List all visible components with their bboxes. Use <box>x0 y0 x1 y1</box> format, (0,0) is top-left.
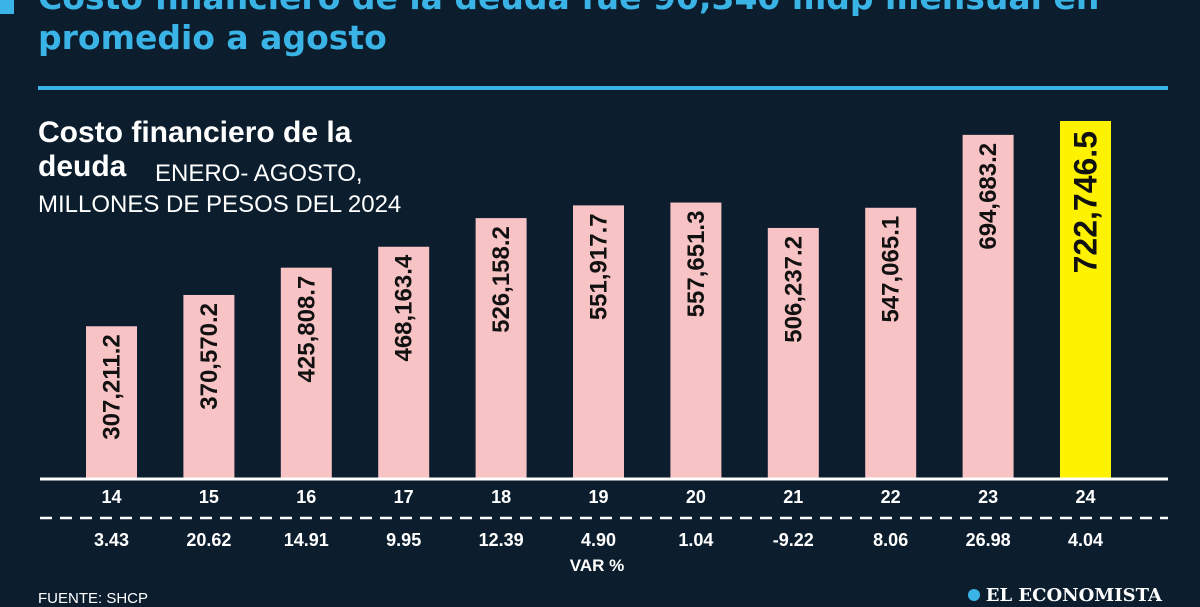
var-pct-axis-label: VAR % <box>570 556 624 575</box>
header-divider <box>38 86 1168 90</box>
bar-value-label: 694,683.2 <box>975 143 1002 250</box>
var-pct-label: 4.90 <box>581 530 616 550</box>
chart-title: Costo financiero de la deuda <box>38 116 351 184</box>
source-note: FUENTE: SHCP <box>38 590 149 607</box>
x-tick-label: 14 <box>101 487 121 507</box>
chart-title-line1: Costo financiero de la <box>38 116 352 149</box>
var-pct-label: -9.22 <box>773 530 814 550</box>
x-tick-label: 15 <box>199 487 219 507</box>
x-tick-label: 21 <box>783 487 803 507</box>
bar <box>962 134 1014 478</box>
x-tick-label: 22 <box>881 487 901 507</box>
bar <box>378 246 430 478</box>
x-tick-label: 23 <box>978 487 998 507</box>
var-pct-label: 26.98 <box>966 530 1011 550</box>
bar <box>670 202 722 478</box>
bar <box>183 294 235 478</box>
bar-value-label: 526,158.2 <box>488 226 515 333</box>
brand-logo: EL ECONOMISTA <box>967 585 1162 606</box>
bar <box>767 227 819 478</box>
bar-value-label: 370,570.2 <box>196 303 223 410</box>
bar-value-label: 506,237.2 <box>780 236 807 343</box>
bar-value-label: 557,651.3 <box>683 211 710 318</box>
bar-value-label: 722,746.5 <box>1068 131 1104 273</box>
bar <box>280 267 332 478</box>
x-tick-label: 20 <box>686 487 706 507</box>
var-pct-label: 4.04 <box>1068 530 1103 550</box>
x-tick-label: 16 <box>296 487 316 507</box>
logo-dot-icon <box>967 589 980 601</box>
chart-title-line2-bold: deuda <box>38 150 127 183</box>
x-tick-label: 19 <box>588 487 608 507</box>
chart-subtitle-line1: ENERO- AGOSTO, <box>155 160 363 187</box>
bar <box>475 218 527 478</box>
var-pct-label: 1.04 <box>678 530 713 550</box>
bar-value-label: 551,917.7 <box>586 213 613 320</box>
var-pct-label: 14.91 <box>284 530 329 550</box>
var-pct-label: 12.39 <box>479 530 524 550</box>
var-pct-label: 20.62 <box>186 530 231 550</box>
var-pct-label: 9.95 <box>386 530 421 550</box>
x-tick-label: 24 <box>1075 487 1095 507</box>
x-tick-label: 17 <box>394 487 414 507</box>
var-pct-label: 3.43 <box>94 530 129 550</box>
bar-value-label: 307,211.2 <box>99 334 126 439</box>
brand-name: EL ECONOMISTA <box>985 585 1162 606</box>
accent-square <box>0 0 14 14</box>
bar <box>573 205 624 478</box>
var-pct-label: 8.06 <box>873 530 908 550</box>
bar-value-label: 547,065.1 <box>878 216 905 323</box>
bar <box>865 207 917 478</box>
x-tick-label: 18 <box>491 487 511 507</box>
bar <box>86 326 137 478</box>
chart-subtitle-line2: MILLONES DE PESOS DEL 2024 <box>38 191 402 218</box>
headline: Costo financiero de la deuda fue 90,340 … <box>38 0 1099 57</box>
bar-value-label: 468,163.4 <box>391 254 418 361</box>
bar <box>1060 121 1111 478</box>
bar-value-label: 425,808.7 <box>293 276 320 383</box>
